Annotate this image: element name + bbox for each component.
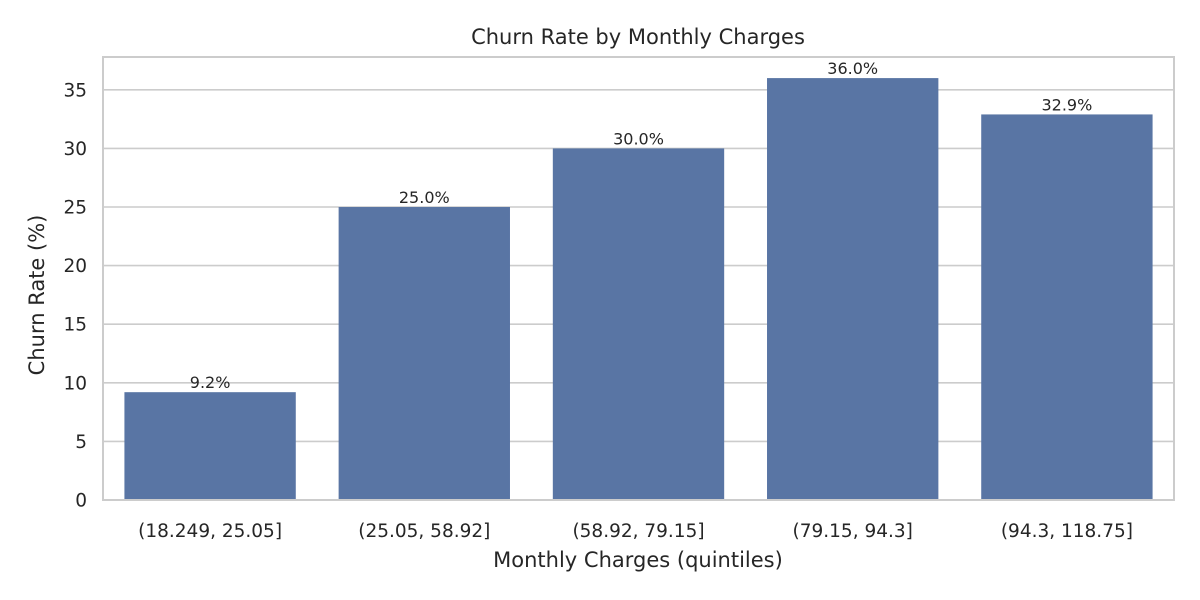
x-tick-label: (79.15, 94.3]: [793, 521, 913, 542]
data-label: 32.9%: [1041, 95, 1092, 114]
x-tick-label: (58.92, 79.15]: [572, 521, 704, 542]
x-tick-label: (18.249, 25.05]: [138, 521, 282, 542]
bars: [124, 78, 1153, 500]
y-tick-label: 25: [63, 198, 87, 219]
y-tick-label: 10: [63, 373, 87, 394]
plot-frame: [102, 56, 1175, 501]
bar: [767, 78, 939, 500]
bar: [552, 148, 725, 500]
y-axis-label: Churn Rate (%): [25, 215, 49, 376]
x-tick-label: (25.05, 58.92]: [358, 521, 490, 542]
y-tick-label: 20: [63, 256, 87, 277]
y-tick-label: 0: [75, 491, 87, 512]
data-label: 9.2%: [190, 373, 231, 392]
y-tick-label: 35: [63, 80, 87, 101]
data-label: 30.0%: [613, 129, 664, 148]
data-labels: 9.2% 25.0% 30.0% 36.0% 32.9%: [190, 59, 1093, 392]
y-tick-label: 30: [63, 139, 87, 160]
y-axis-ticks: 0 5 10 15 20 25 30 35: [63, 80, 87, 511]
data-label: 25.0%: [399, 188, 450, 207]
chart-title: Churn Rate by Monthly Charges: [471, 25, 805, 49]
data-label: 36.0%: [827, 59, 878, 78]
x-axis-label: Monthly Charges (quintiles): [493, 548, 783, 572]
x-axis-ticks: (18.249, 25.05] (25.05, 58.92] (58.92, 79.…: [138, 521, 1133, 542]
bar: [124, 392, 296, 500]
y-tick-label: 15: [63, 315, 87, 336]
x-tick-label: (94.3, 118.75]: [1001, 521, 1133, 542]
bar: [338, 207, 510, 500]
y-tick-label: 5: [75, 432, 87, 453]
bar: [981, 114, 1153, 500]
